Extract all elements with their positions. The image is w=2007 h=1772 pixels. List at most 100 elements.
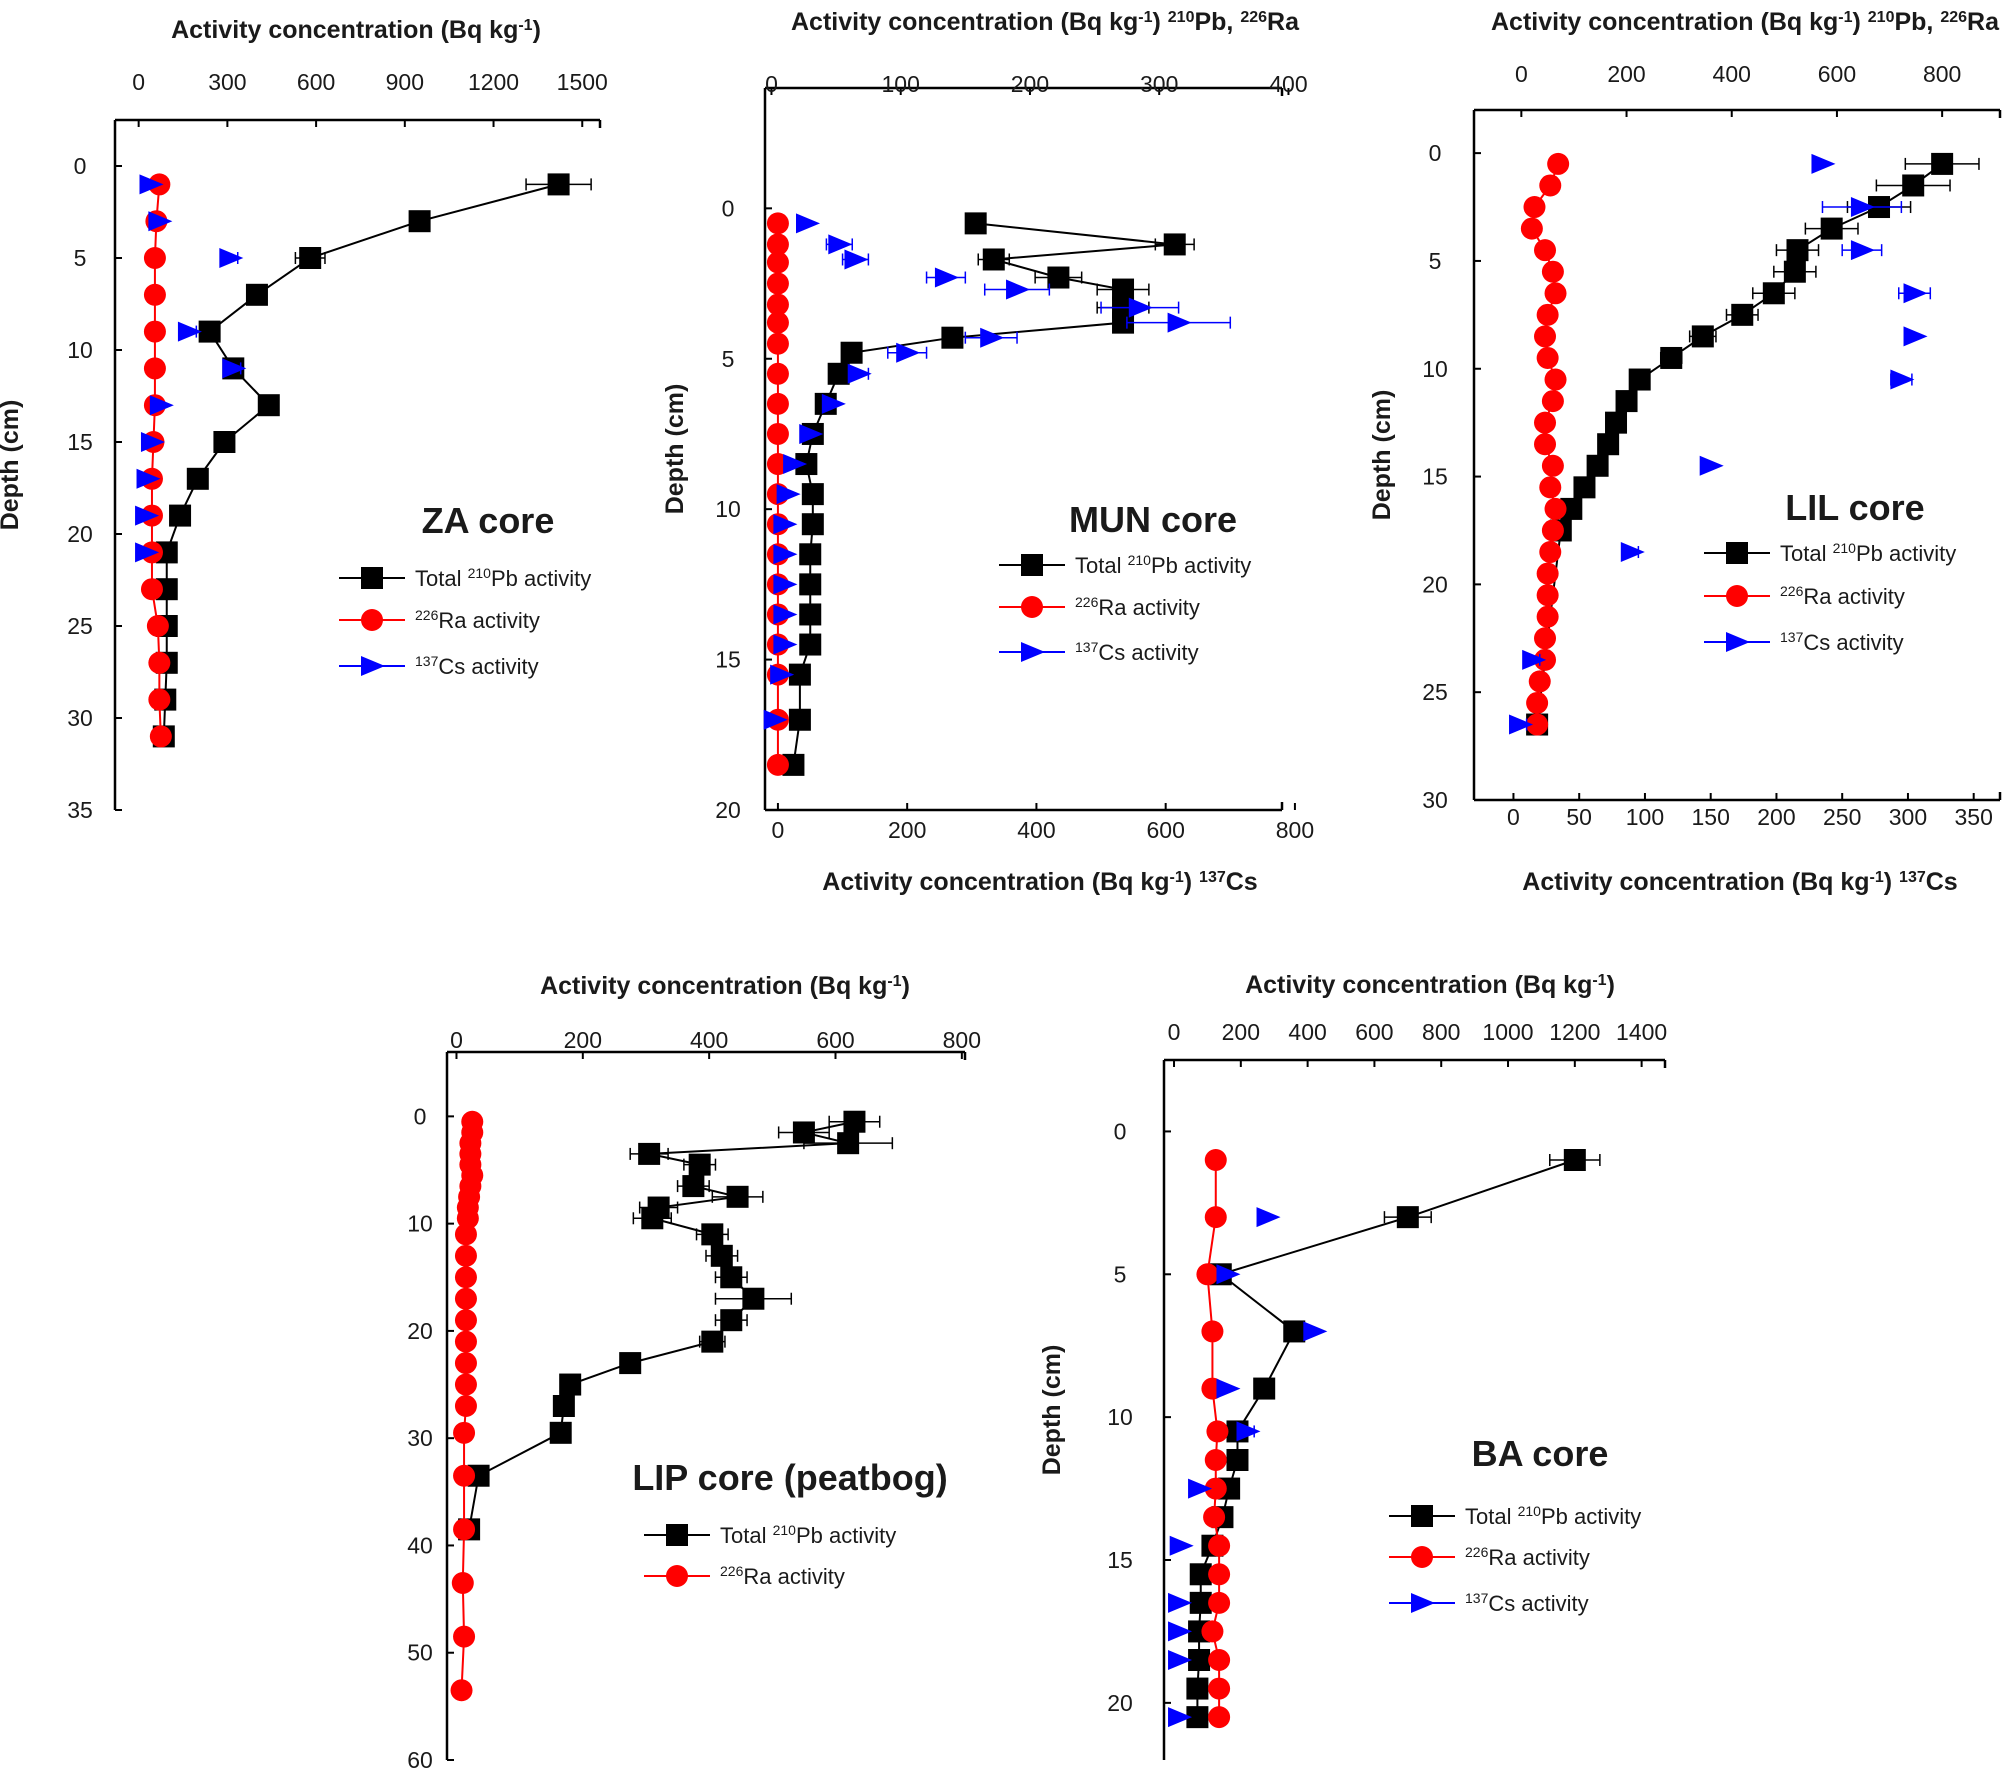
- data-point-ra: [1204, 1149, 1227, 1171]
- data-point-pb: [1902, 174, 1925, 197]
- data-point-pb: [788, 708, 811, 731]
- legend-marker-pb: [361, 567, 383, 589]
- data-point-ra: [1201, 1620, 1224, 1643]
- data-point-pb: [1783, 260, 1806, 283]
- data-point-cs: [222, 358, 247, 379]
- data-point-pb: [1189, 1563, 1212, 1586]
- data-point-pb: [641, 1207, 664, 1230]
- data-point-pb: [1597, 433, 1620, 456]
- data-point-cs: [1236, 1421, 1261, 1442]
- data-point-ra: [453, 1464, 476, 1487]
- data-point-pb: [213, 431, 236, 453]
- data-point-cs: [821, 393, 846, 414]
- y-tick-label: 15: [715, 647, 741, 673]
- top-axis-title: Activity concentration (Bq kg-1) 210Pb, …: [791, 8, 1300, 36]
- data-point-pb: [941, 326, 964, 349]
- data-point-ra: [766, 332, 789, 355]
- legend-label: Total 210Pb activity: [1780, 540, 1956, 566]
- chart-panel-lip: 0 200 400 600 800 0 10 20 30 40 50 60 Activity conce…: [407, 972, 981, 1772]
- data-point-ra: [766, 753, 789, 776]
- data-point-ra: [1526, 691, 1549, 714]
- data-point-ra: [1520, 217, 1543, 240]
- data-point-cs: [773, 544, 798, 565]
- data-point-ra: [1544, 368, 1567, 391]
- data-point-pb: [1253, 1377, 1276, 1400]
- data-point-cs: [140, 432, 165, 452]
- y-tick-label: 20: [1107, 1690, 1133, 1716]
- y-tick-label: 30: [1422, 787, 1448, 813]
- data-point-ra: [1536, 584, 1559, 607]
- data-point-ra: [1203, 1506, 1226, 1529]
- data-point-cs: [1850, 197, 1875, 218]
- top-tick-label: 200: [1222, 1019, 1260, 1045]
- data-point-pb: [1189, 1591, 1212, 1614]
- data-point-ra: [450, 1679, 473, 1702]
- legend-label: 137Cs activity: [415, 653, 539, 679]
- y-tick-label: 0: [74, 153, 87, 179]
- data-point-ra: [454, 1244, 477, 1267]
- series-cs: [763, 213, 1232, 730]
- data-point-ra: [1544, 282, 1567, 305]
- bottom-axis-title: Activity concentration (Bq kg-1) 137Cs: [822, 868, 1257, 896]
- data-point-ra: [143, 320, 166, 343]
- y-tick-label: 35: [67, 797, 93, 823]
- data-point-pb: [245, 283, 268, 306]
- legend-label: Total 210Pb activity: [1075, 552, 1251, 578]
- data-point-pb: [1226, 1449, 1249, 1471]
- data-point-ra: [1208, 1649, 1231, 1671]
- data-point-cs: [844, 249, 869, 270]
- data-point-ra: [1547, 152, 1570, 175]
- series-ra: [450, 1110, 484, 1702]
- data-point-ra: [453, 1625, 476, 1648]
- data-point-pb: [801, 513, 824, 536]
- legend-marker-cs: [1411, 1593, 1435, 1613]
- data-point-ra: [1534, 411, 1557, 434]
- series-ra: [1196, 1149, 1231, 1729]
- legend-marker-pb: [666, 1524, 688, 1546]
- data-point-ra: [148, 651, 171, 674]
- data-point-pb: [1283, 1320, 1306, 1343]
- top-tick-label: 1500: [557, 69, 608, 95]
- y-tick-label: 10: [715, 496, 741, 522]
- legend-item-pb: Total 210Pb activity: [644, 1522, 896, 1548]
- data-point-cs: [1903, 326, 1928, 347]
- data-point-ra: [766, 422, 789, 445]
- data-point-cs: [135, 505, 160, 526]
- chart-title: ZA core: [422, 500, 555, 541]
- y-axis-title: Depth (cm): [661, 384, 689, 515]
- top-tick-label: 1200: [468, 69, 519, 95]
- data-point-pb: [799, 603, 822, 626]
- data-point-pb: [169, 504, 192, 527]
- series-cs: [1509, 153, 1932, 735]
- data-point-cs: [796, 213, 821, 234]
- data-point-pb: [801, 483, 824, 506]
- bottom-tick-label: 800: [1276, 817, 1314, 843]
- data-point-pb: [1731, 303, 1754, 326]
- bottom-tick-label: 200: [1757, 804, 1795, 830]
- data-point-ra: [1536, 346, 1559, 369]
- chart-title: LIL core: [1785, 487, 1924, 528]
- series-cs: [135, 174, 247, 563]
- data-point-cs: [139, 174, 164, 195]
- data-point-cs: [1216, 1378, 1241, 1399]
- y-tick-label: 15: [67, 429, 93, 455]
- legend-label: Total 210Pb activity: [1465, 1503, 1641, 1529]
- data-point-cs: [1168, 1592, 1193, 1613]
- data-point-cs: [776, 484, 801, 505]
- bottom-tick-label: 400: [1017, 817, 1055, 843]
- data-point-ra: [1208, 1706, 1231, 1729]
- data-point-cs: [219, 248, 244, 268]
- data-point-pb: [742, 1287, 765, 1310]
- legend-marker-ra: [666, 1565, 688, 1587]
- data-point-ra: [149, 725, 172, 748]
- data-point-pb: [799, 543, 822, 566]
- legend-item-cs: 137Cs activity: [1704, 629, 1904, 655]
- legend-item-cs: 137Cs activity: [999, 639, 1199, 665]
- data-point-ra: [1534, 627, 1557, 650]
- data-point-ra: [1208, 1563, 1231, 1586]
- y-tick-label: 10: [1422, 356, 1448, 382]
- data-point-pb: [840, 341, 863, 364]
- data-point-ra: [1541, 519, 1564, 542]
- bottom-tick-label: 200: [888, 817, 926, 843]
- bottom-tick-label: 100: [1626, 804, 1664, 830]
